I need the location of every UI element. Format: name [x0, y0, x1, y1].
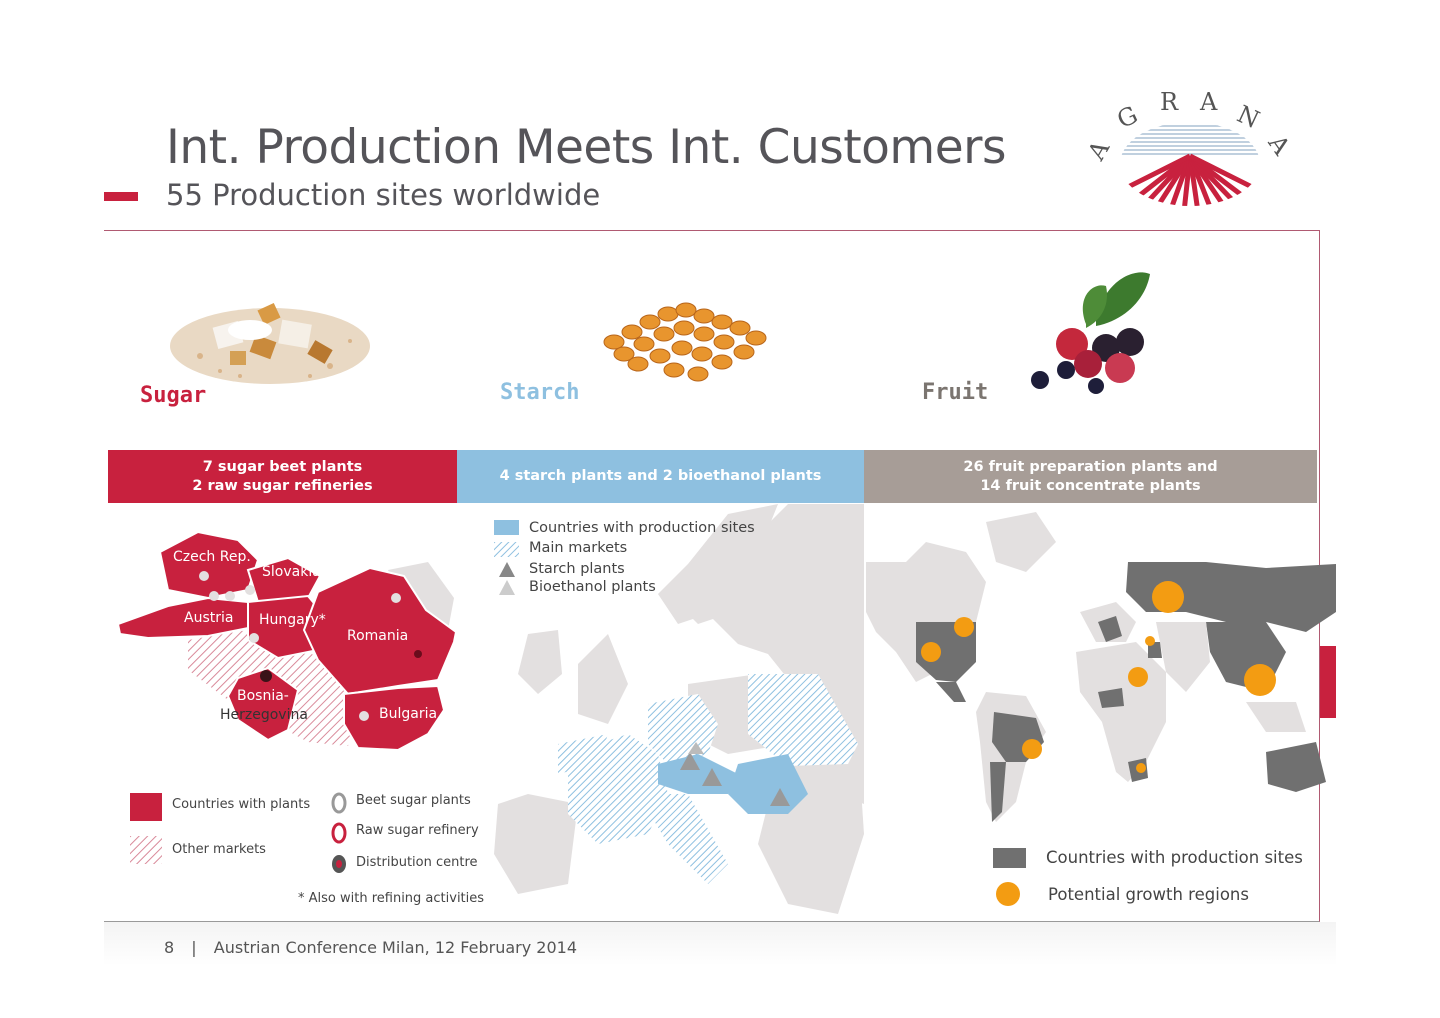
footer-background [104, 922, 1336, 966]
starch-band: 4 starch plants and 2 bioethanol plants [457, 450, 864, 503]
page-title: Int. Production Meets Int. Customers [166, 120, 1006, 175]
map-label-bulgaria: Bulgaria [379, 706, 438, 722]
legend-bioethanol-plants: Bioethanol plants [529, 579, 656, 595]
sugar-footnote: * Also with refining activities [298, 891, 485, 906]
footer-separator: | [191, 938, 197, 957]
segment-label-sugar: Sugar [140, 383, 207, 408]
svg-text:G: G [1113, 101, 1142, 134]
legend-distribution-centre: Distribution centre [356, 855, 478, 870]
legend-growth-regions: Potential growth regions [1048, 885, 1249, 904]
sugar-band-line2: 2 raw sugar refineries [192, 477, 373, 494]
legend-swatch-other-markets [130, 836, 162, 864]
svg-text:R: R [1160, 88, 1179, 116]
world-map [866, 512, 1336, 822]
map-label-hungary: Hungary* [259, 612, 326, 628]
berries-image [1031, 272, 1150, 394]
legend-swatch-main-markets [494, 542, 519, 557]
agrana-logo: A G R A N A [1086, 88, 1296, 206]
svg-text:A: A [1086, 135, 1115, 165]
map-label-slovakia: Slovakia [262, 564, 321, 580]
map-label-austria: Austria [184, 610, 234, 626]
legend-main-markets: Main markets [529, 540, 628, 556]
fruit-band-line1: 26 fruit preparation plants and [963, 458, 1218, 475]
svg-text:N: N [1233, 100, 1264, 134]
legend-starch-plants: Starch plants [529, 561, 625, 577]
page-subtitle: 55 Production sites worldwide [166, 178, 601, 212]
legend-swatch-growth-regions [996, 882, 1020, 906]
footer-event: Austrian Conference Milan, 12 February 2… [213, 938, 577, 957]
svg-text:A: A [1199, 88, 1218, 116]
legend-beet-sugar-plants: Beet sugar plants [356, 793, 471, 808]
fruit-band: 26 fruit preparation plants and 14 fruit… [864, 450, 1317, 503]
segment-label-starch: Starch [500, 380, 580, 405]
title-accent-bar [104, 192, 138, 201]
legend-fruit-countries: Countries with production sites [1046, 848, 1303, 867]
legend-swatch-fruit-countries [993, 848, 1026, 868]
map-label-romania: Romania [347, 628, 409, 644]
sugar-map [116, 530, 458, 752]
map-label-bosnia: Bosnia- [237, 688, 289, 704]
segment-label-fruit: Fruit [922, 380, 989, 405]
legend-triangle-icons [499, 562, 515, 595]
right-edge-accent [1320, 646, 1336, 718]
svg-text:A: A [1262, 129, 1296, 161]
map-label-czech: Czech Rep. [173, 549, 251, 565]
page-number: 8 [164, 938, 175, 957]
legend-swatch-countries-with-plants [130, 793, 162, 821]
legend-marker-icons [331, 792, 347, 873]
map-label-herzegovina: Herzegovina [220, 707, 308, 723]
europe-map [494, 504, 864, 914]
sugar-image [170, 302, 370, 384]
legend-starch-countries: Countries with production sites [529, 520, 755, 536]
legend-countries-with-plants: Countries with plants [172, 797, 311, 812]
corn-image [603, 302, 767, 382]
legend-raw-sugar-refinery: Raw sugar refinery [356, 823, 479, 838]
fruit-band-line2: 14 fruit concentrate plants [980, 477, 1201, 494]
legend-other-markets: Other markets [172, 842, 266, 857]
sugar-band: 7 sugar beet plants 2 raw sugar refineri… [108, 450, 457, 503]
sugar-band-line1: 7 sugar beet plants [202, 458, 363, 475]
legend-swatch-starch-countries [494, 520, 519, 535]
footer: 8 | Austrian Conference Milan, 12 Februa… [164, 938, 577, 957]
starch-band-line1: 4 starch plants and 2 bioethanol plants [499, 468, 822, 484]
